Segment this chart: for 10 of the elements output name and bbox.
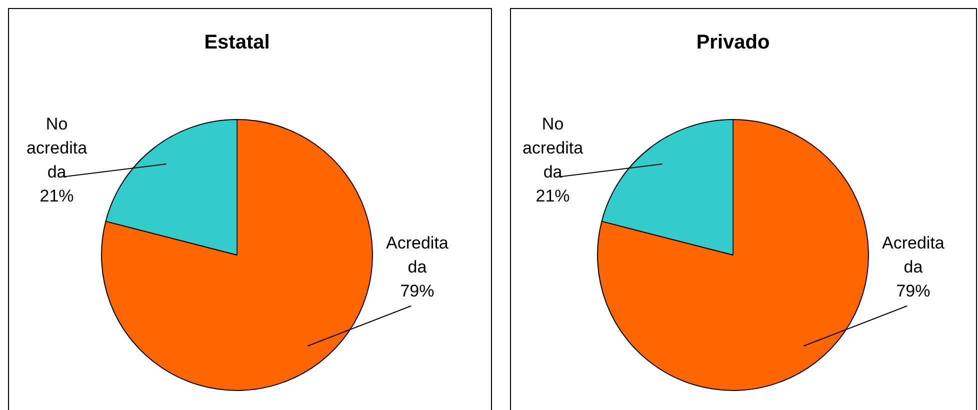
data-label: 79% bbox=[896, 282, 930, 301]
slice-label: No acreditada bbox=[26, 114, 88, 182]
data-label: 21% bbox=[40, 186, 74, 206]
data-label: 21% bbox=[536, 186, 570, 206]
chart-title: Privado bbox=[696, 32, 770, 54]
slice-label: Acreditada bbox=[882, 234, 945, 277]
slice-label: Acreditada bbox=[386, 234, 449, 277]
chart-title: Estatal bbox=[204, 32, 270, 54]
slice-label: No acreditada bbox=[522, 114, 584, 182]
data-label: 79% bbox=[400, 282, 434, 301]
